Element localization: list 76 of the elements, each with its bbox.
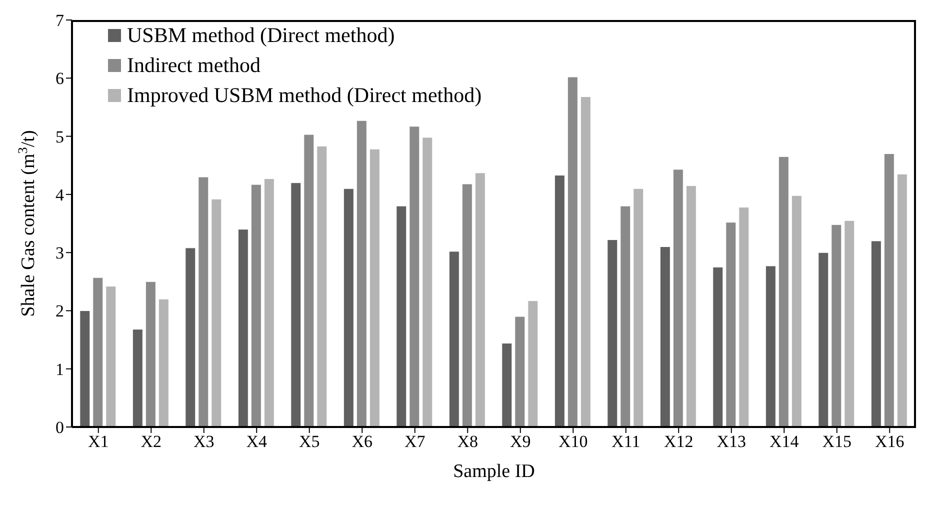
bar [290, 182, 302, 427]
bar [738, 206, 750, 427]
bar [870, 240, 882, 427]
bar [396, 206, 407, 427]
bar [198, 176, 209, 427]
x-tick-label: X5 [298, 432, 320, 452]
y-tick-label: 2 [56, 302, 64, 321]
bar [726, 222, 736, 427]
legend-label: Improved USBM method (Direct method) [127, 82, 482, 109]
bar [462, 184, 472, 427]
y-tick-label: 0 [56, 418, 64, 438]
bar [356, 120, 367, 427]
bar [791, 195, 802, 427]
bar [896, 174, 908, 427]
bar [369, 148, 380, 427]
bar [158, 298, 169, 427]
bar [106, 286, 116, 427]
bar [686, 185, 696, 427]
x-tick-label: X2 [140, 432, 162, 452]
x-tick-label: X16 [874, 432, 904, 452]
bar [145, 281, 156, 427]
bar [778, 156, 789, 427]
y-tick-label: 5 [56, 127, 64, 146]
bar [844, 220, 855, 427]
x-tick-label: X11 [612, 432, 640, 452]
y-tick-label: 7 [56, 11, 64, 30]
bar [528, 300, 538, 427]
x-tick-label: X1 [88, 432, 109, 452]
bar [607, 240, 618, 427]
bar [502, 343, 512, 427]
bar [580, 96, 591, 427]
x-tick-label: X6 [352, 432, 373, 452]
bar [211, 198, 222, 427]
y-tick-label: 6 [56, 69, 64, 88]
bar [660, 246, 670, 427]
bar [712, 266, 724, 427]
bar [633, 188, 644, 427]
bar [343, 188, 354, 427]
legend-label: USBM method (Direct method) [127, 22, 395, 49]
bar [884, 153, 894, 427]
x-tick-label: X4 [246, 432, 268, 452]
bar [831, 224, 842, 427]
bar [514, 316, 526, 427]
bar [250, 184, 262, 427]
bar [620, 206, 631, 427]
x-tick-label: X9 [510, 432, 531, 452]
x-axis-title: Sample ID [453, 461, 535, 482]
bar [238, 229, 248, 427]
bar [264, 178, 274, 427]
bar [448, 251, 460, 427]
x-tick-label: X15 [822, 432, 852, 452]
x-tick-label: X10 [558, 432, 588, 452]
x-tick-label: X3 [193, 432, 214, 452]
bar [92, 277, 104, 427]
y-tick-label: 4 [56, 185, 64, 204]
x-tick-label: X13 [716, 432, 746, 452]
bar [80, 310, 90, 427]
x-tick-label: X8 [457, 432, 478, 452]
bar [672, 169, 684, 427]
bar [474, 172, 486, 427]
y-tick-label: 1 [56, 360, 64, 379]
x-tick-label: X12 [664, 432, 694, 452]
y-tick-label: 3 [56, 244, 64, 263]
bar [185, 248, 196, 427]
bar [132, 329, 143, 427]
bar [567, 76, 578, 427]
x-tick-label: X7 [404, 432, 426, 452]
bar [818, 252, 829, 427]
bar [422, 137, 433, 427]
bar [554, 174, 565, 427]
bar [304, 134, 314, 427]
bar [409, 126, 420, 427]
legend-label: Indirect method [127, 52, 261, 79]
x-tick-label: X14 [769, 432, 800, 452]
bar [765, 266, 776, 427]
bar [316, 146, 328, 427]
